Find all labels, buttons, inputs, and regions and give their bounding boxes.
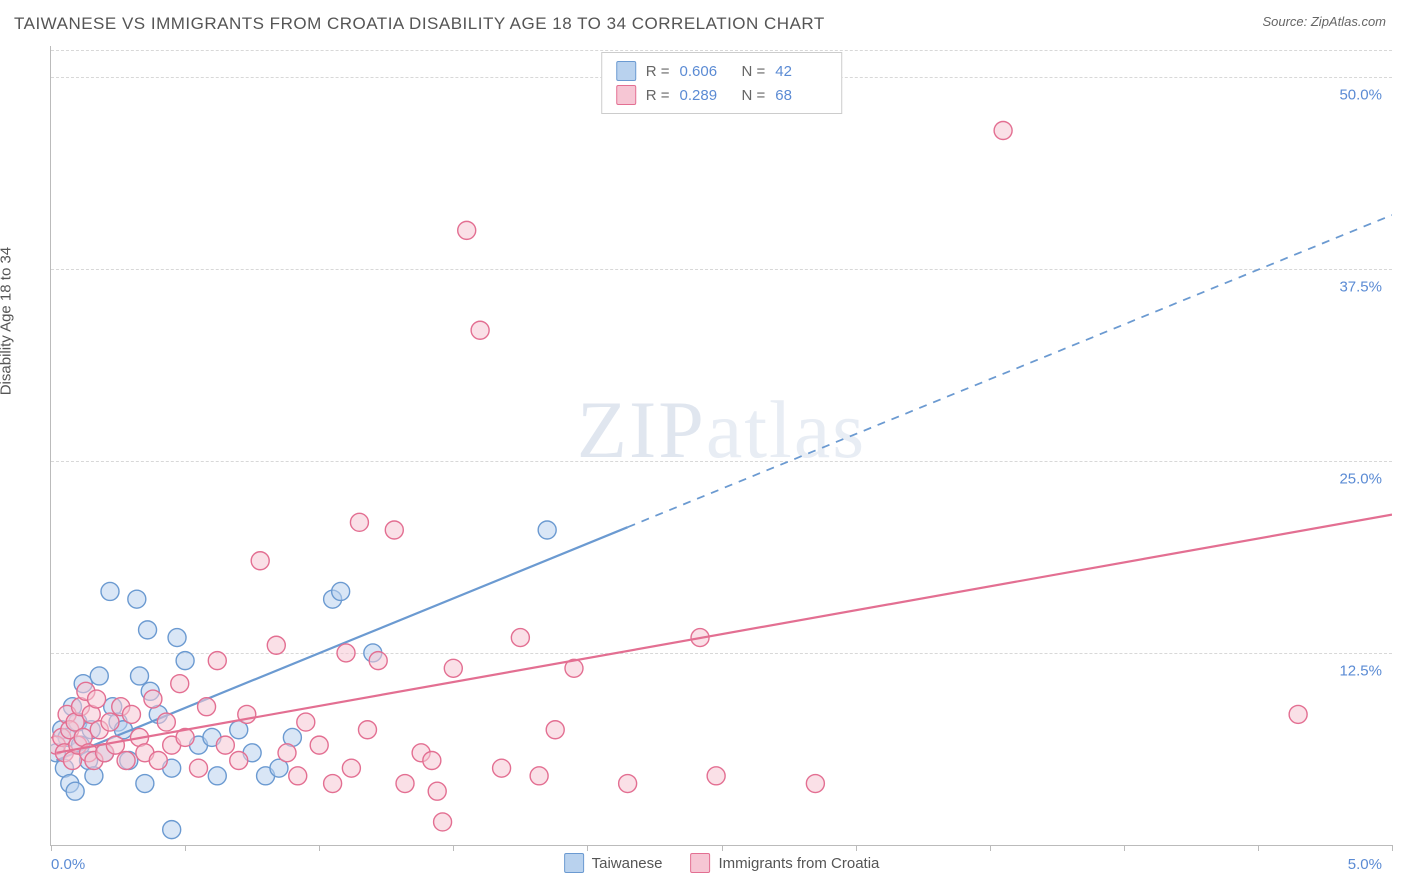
scatter-point [171, 675, 189, 693]
scatter-point [163, 821, 181, 839]
scatter-point [493, 759, 511, 777]
scatter-point [267, 636, 285, 654]
scatter-point [144, 690, 162, 708]
correlation-chart: Disability Age 18 to 34 ZIPatlas 12.5%25… [14, 46, 1392, 876]
scatter-point [216, 736, 234, 754]
scatter-point [434, 813, 452, 831]
scatter-point [538, 521, 556, 539]
scatter-point [297, 713, 315, 731]
scatter-point [707, 767, 725, 785]
scatter-point [176, 652, 194, 670]
legend-swatch [564, 853, 584, 873]
scatter-point [385, 521, 403, 539]
scatter-point [310, 736, 328, 754]
legend-swatch [616, 61, 636, 81]
x-axis-max-label: 5.0% [1348, 856, 1382, 873]
trend-line [56, 527, 627, 760]
scatter-point [332, 582, 350, 600]
scatter-point [208, 767, 226, 785]
scatter-point [139, 621, 157, 639]
n-label: N = [742, 63, 766, 80]
y-axis-label: Disability Age 18 to 34 [0, 247, 15, 395]
scatter-point [136, 775, 154, 793]
scatter-point [168, 629, 186, 647]
scatter-point [337, 644, 355, 662]
legend-series-label: Taiwanese [592, 855, 663, 872]
scatter-point [619, 775, 637, 793]
legend-correlation: R = 0.606 N = 42 R = 0.289 N = 68 [601, 52, 843, 114]
legend-series-label: Immigrants from Croatia [719, 855, 880, 872]
scatter-point [1289, 705, 1307, 723]
scatter-point [546, 721, 564, 739]
scatter-point [342, 759, 360, 777]
scatter-point [157, 713, 175, 731]
n-label: N = [742, 87, 766, 104]
scatter-point [423, 751, 441, 769]
scatter-point [289, 767, 307, 785]
scatter-point [90, 667, 108, 685]
legend-swatch [616, 85, 636, 105]
legend-correlation-row: R = 0.289 N = 68 [616, 83, 828, 107]
scatter-point [122, 705, 140, 723]
legend-swatch [691, 853, 711, 873]
legend-series-item: Immigrants from Croatia [691, 853, 880, 873]
scatter-point [369, 652, 387, 670]
plot-area: ZIPatlas 12.5%25.0%37.5%50.0% R =0.606N … [50, 46, 1392, 846]
scatter-point [106, 736, 124, 754]
scatter-point [198, 698, 216, 716]
source-attribution: Source: ZipAtlas.com [1262, 14, 1386, 29]
legend-series: Taiwanese Immigrants from Croatia [564, 853, 880, 873]
scatter-point [530, 767, 548, 785]
scatter-point [101, 713, 119, 731]
scatter-point [471, 321, 489, 339]
scatter-point [230, 751, 248, 769]
scatter-point [994, 122, 1012, 140]
x-axis-min-label: 0.0% [51, 856, 85, 873]
scatter-point [208, 652, 226, 670]
scatter-point [278, 744, 296, 762]
scatter-point [251, 552, 269, 570]
legend-correlation-row: R = 0.606 N = 42 [616, 59, 828, 83]
trend-line-extrapolated [628, 215, 1392, 527]
scatter-point [458, 221, 476, 239]
scatter-point [101, 582, 119, 600]
scatter-point [350, 513, 368, 531]
scatter-point [428, 782, 446, 800]
scatter-svg [51, 46, 1392, 845]
scatter-point [324, 775, 342, 793]
scatter-point [358, 721, 376, 739]
r-value: 0.606 [680, 63, 732, 80]
scatter-point [117, 751, 135, 769]
n-value: 68 [775, 87, 827, 104]
scatter-point [511, 629, 529, 647]
scatter-point [66, 782, 84, 800]
scatter-point [190, 759, 208, 777]
r-label: R = [646, 87, 670, 104]
scatter-point [88, 690, 106, 708]
legend-series-item: Taiwanese [564, 853, 663, 873]
r-value: 0.289 [680, 87, 732, 104]
scatter-point [149, 751, 167, 769]
page-title: TAIWANESE VS IMMIGRANTS FROM CROATIA DIS… [14, 14, 825, 34]
n-value: 42 [775, 63, 827, 80]
scatter-point [806, 775, 824, 793]
scatter-point [131, 667, 149, 685]
trend-line [56, 515, 1392, 753]
scatter-point [396, 775, 414, 793]
r-label: R = [646, 63, 670, 80]
scatter-point [444, 659, 462, 677]
scatter-point [128, 590, 146, 608]
